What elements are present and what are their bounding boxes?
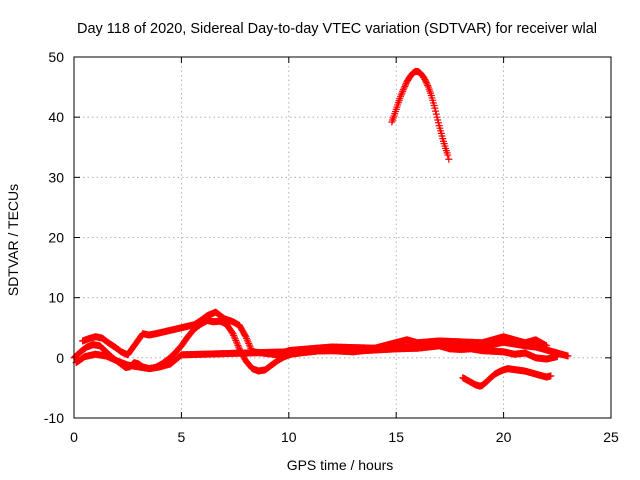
y-tick-label: 40 bbox=[48, 109, 64, 125]
data-point bbox=[432, 107, 440, 115]
plot-frame bbox=[73, 56, 612, 419]
data-point bbox=[401, 82, 409, 90]
x-tick-label: 5 bbox=[178, 429, 186, 445]
data-point bbox=[245, 339, 253, 347]
x-tick-label: 15 bbox=[388, 429, 404, 445]
data-point bbox=[233, 338, 241, 346]
data-points bbox=[70, 67, 572, 390]
data-point bbox=[230, 331, 238, 339]
data-point bbox=[230, 333, 238, 341]
y-tick-label: 20 bbox=[48, 230, 64, 246]
data-point bbox=[229, 330, 237, 338]
data-point bbox=[233, 340, 241, 348]
data-point bbox=[243, 336, 251, 344]
y-tick-label: 10 bbox=[48, 290, 64, 306]
y-axis-label: SDTVAR / TECUs bbox=[5, 184, 21, 296]
data-point bbox=[431, 104, 439, 112]
chart-title: Day 118 of 2020, Sidereal Day-to-day VTE… bbox=[77, 21, 597, 37]
data-point bbox=[422, 78, 430, 86]
data-point bbox=[445, 155, 453, 163]
x-tick-label: 10 bbox=[281, 429, 297, 445]
data-point bbox=[244, 338, 252, 346]
data-point bbox=[245, 341, 253, 349]
y-tick-label: 50 bbox=[48, 49, 64, 65]
data-point bbox=[243, 334, 251, 342]
tick-labels: 0 5 10 15 20 25 -10 0 10 20 30 40 50 bbox=[44, 49, 619, 445]
data-point bbox=[231, 335, 239, 343]
data-point bbox=[553, 353, 561, 361]
data-point bbox=[564, 352, 572, 360]
data-point bbox=[424, 81, 432, 89]
y-tick-label: 30 bbox=[48, 169, 64, 185]
data-point bbox=[402, 81, 410, 89]
x-tick-label: 25 bbox=[603, 429, 619, 445]
data-point bbox=[235, 343, 243, 351]
data-point bbox=[432, 110, 440, 118]
data-point bbox=[399, 87, 407, 95]
data-point bbox=[232, 336, 240, 344]
data-point bbox=[242, 333, 250, 341]
x-tick-label: 20 bbox=[496, 429, 512, 445]
data-point bbox=[422, 77, 430, 85]
y-tick-label: 0 bbox=[56, 350, 64, 366]
x-axis-label: GPS time / hours bbox=[287, 457, 394, 473]
data-point bbox=[543, 342, 551, 350]
data-point bbox=[246, 343, 254, 351]
data-point bbox=[399, 86, 407, 94]
x-tick-label: 0 bbox=[70, 429, 78, 445]
data-point bbox=[444, 151, 452, 159]
grid bbox=[73, 56, 612, 419]
y-tick-label: -10 bbox=[44, 410, 64, 426]
data-point bbox=[234, 341, 242, 349]
data-point bbox=[241, 332, 249, 340]
data-point bbox=[423, 80, 431, 88]
data-point bbox=[400, 84, 408, 92]
data-point bbox=[547, 372, 555, 380]
